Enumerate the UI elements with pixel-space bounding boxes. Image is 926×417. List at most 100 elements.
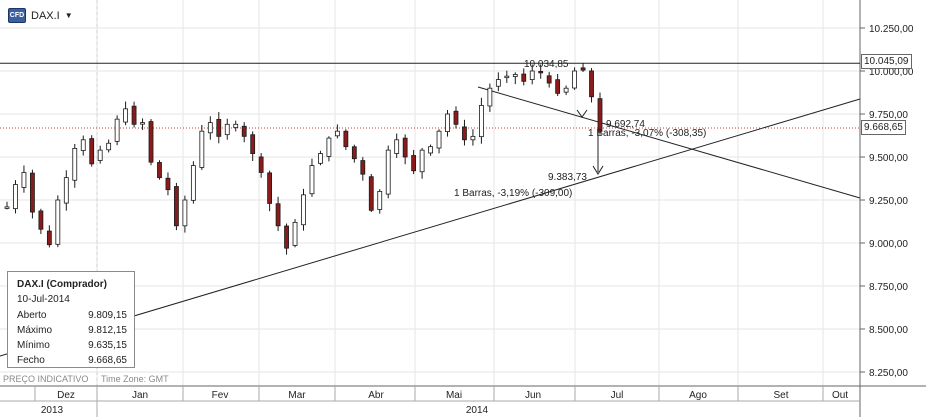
- candle-body: [267, 172, 273, 204]
- candle-body: [462, 126, 467, 141]
- candle-body: [597, 98, 603, 132]
- low-annotation: 9.692,74: [606, 119, 645, 130]
- x-month-label: Fev: [212, 390, 229, 401]
- x-month-label: Set: [773, 390, 788, 401]
- candle-body: [131, 105, 137, 125]
- candle-body: [4, 206, 10, 209]
- candle-body: [368, 176, 374, 211]
- candle-body: [343, 130, 349, 148]
- support-trendline: [0, 98, 861, 357]
- x-month-label: Out: [832, 390, 848, 401]
- candle-body: [538, 70, 544, 74]
- candle-body: [546, 75, 552, 84]
- candle-body: [445, 113, 450, 133]
- candle-body: [224, 123, 230, 136]
- info-value: 9.668,65: [88, 355, 127, 366]
- candle-body: [182, 199, 188, 227]
- y-tick-label: 10.000,00: [869, 67, 914, 78]
- bars-annotation: 1 Barras, -3,07% (-308,35): [588, 128, 706, 139]
- candle-body: [589, 70, 594, 98]
- info-value: 9.812,15: [88, 325, 127, 336]
- candle-body: [334, 130, 340, 137]
- candle-body: [326, 137, 332, 157]
- candle-body: [301, 194, 306, 226]
- low-annotation: 9.383,73: [548, 172, 587, 183]
- cfd-icon: CFD: [8, 8, 26, 23]
- candle-body: [89, 138, 95, 165]
- candle-body: [487, 87, 493, 107]
- last-price-label: 9.668,65: [861, 120, 906, 135]
- candle-body: [38, 210, 44, 230]
- info-label: Máximo: [17, 325, 53, 336]
- candle-body: [80, 139, 86, 151]
- candle-body: [318, 153, 323, 164]
- candle-body: [190, 165, 196, 201]
- candle-body: [258, 156, 264, 173]
- candle-body: [63, 177, 69, 204]
- x-month-label: Ago: [689, 390, 707, 401]
- candle-body: [72, 147, 78, 181]
- x-year-label: 2014: [466, 405, 489, 416]
- symbol-name: DAX.I: [31, 9, 60, 22]
- candle-body: [470, 135, 476, 141]
- candle-body: [174, 186, 179, 227]
- candle-body: [411, 155, 417, 172]
- candle-body: [140, 122, 145, 125]
- candle-body: [521, 73, 527, 82]
- candle-body: [55, 199, 61, 245]
- candle-body: [250, 134, 256, 154]
- info-label: Mínimo: [17, 340, 50, 351]
- candle-body: [419, 149, 425, 173]
- y-tick-label: 8.750,00: [869, 282, 908, 293]
- candle-body: [233, 123, 239, 128]
- candle-body: [148, 121, 154, 163]
- candle-body: [555, 79, 561, 94]
- x-year-label: 2013: [41, 405, 64, 416]
- bars-annotation: 1 Barras, -3,19% (-309,00): [454, 188, 572, 199]
- candle-body: [207, 122, 213, 134]
- x-month-label: Jun: [525, 390, 541, 401]
- candle-body: [106, 142, 112, 151]
- data-window: DAX.I (Comprador) 10-Jul-2014 Aberto 9.8…: [7, 271, 135, 368]
- candle-body: [495, 79, 501, 87]
- timezone-label: Time Zone: GMT: [101, 374, 169, 384]
- symbol-selector[interactable]: CFD DAX.I ▼: [8, 8, 73, 23]
- data-window-date: 10-Jul-2014: [17, 294, 70, 305]
- candle-body: [241, 125, 247, 137]
- x-month-label: Dez: [57, 390, 75, 401]
- candle-body: [46, 230, 52, 246]
- candle-body: [478, 105, 484, 138]
- x-month-label: Jan: [132, 390, 148, 401]
- x-month-label: Mai: [446, 390, 462, 401]
- candle-body: [453, 110, 459, 125]
- candle-body: [309, 165, 315, 195]
- y-tick-label: 9.250,00: [869, 196, 908, 207]
- candle-body: [572, 70, 577, 89]
- candle-body: [114, 118, 120, 142]
- info-value: 9.809,15: [88, 310, 127, 321]
- candle-body: [512, 74, 518, 77]
- candle-body: [402, 137, 408, 158]
- candle-body: [13, 184, 18, 210]
- candle-body: [275, 203, 281, 227]
- caret-down-icon[interactable]: ▼: [64, 11, 73, 20]
- y-tick-label: 10.250,00: [869, 24, 914, 35]
- y-tick-label: 9.750,00: [869, 110, 908, 121]
- data-window-title: DAX.I (Comprador): [17, 279, 107, 290]
- info-label: Fecho: [17, 355, 45, 366]
- candle-body: [580, 67, 586, 71]
- candle-body: [123, 108, 128, 123]
- high-annotation: 10.034,85: [524, 59, 569, 70]
- y-tick-label: 9.500,00: [869, 153, 908, 164]
- measure-arrow-icon: [592, 165, 604, 175]
- status-strip: PREÇO INDICATIVO Time Zone: GMT: [0, 372, 860, 386]
- x-month-label: Mar: [288, 390, 306, 401]
- y-tick-label: 8.500,00: [869, 325, 908, 336]
- info-label: Aberto: [17, 310, 47, 321]
- candle-body: [377, 190, 383, 210]
- candle-body: [360, 160, 366, 175]
- trendline-price-label: 10.045,09: [861, 54, 912, 69]
- candle-body: [351, 146, 357, 160]
- candle-body: [30, 172, 35, 213]
